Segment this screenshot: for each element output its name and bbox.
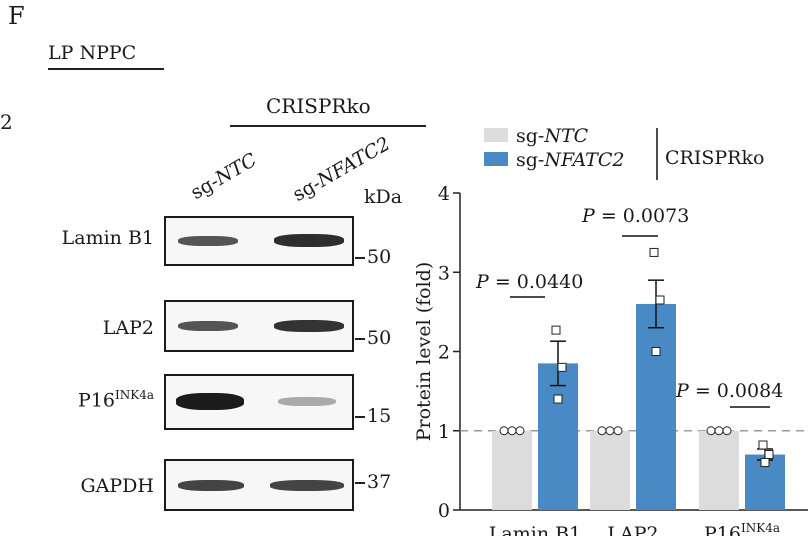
p-symbol: P [475,271,490,293]
p-value-label: P = 0.0440 [475,271,583,293]
y-tick-label: 0 [438,500,450,522]
data-point [714,426,724,436]
p-value-label: P = 0.0073 [581,205,689,227]
y-tick-label: 2 [438,342,450,364]
data-point [651,347,661,356]
blot-row-label-sup: INK4a [115,388,154,402]
kda-label: kDa [364,186,403,208]
blot-row-label-text: P16 [78,389,115,412]
data-point [557,362,567,372]
band [278,397,336,406]
data-point [551,325,561,335]
legend-label: sg-NTC [516,125,589,147]
mw-tick [355,338,365,340]
blot-p16 [164,374,354,430]
blot-group-header: CRISPRko [266,94,371,118]
blot-gapdh [164,459,354,511]
mw-tick [355,257,365,259]
x-tick-label: P16INK4a [704,521,780,536]
legend-swatch [484,128,508,142]
blot-row-label: GAPDH [80,475,155,497]
y-tick-label: 3 [438,262,450,284]
y-tick-label: 4 [438,183,450,205]
legend-label: sg-NFATC2 [516,149,624,171]
bar-sg-ntc [699,430,739,510]
data-point [706,426,716,436]
blot-row-label: Lamin B1 [61,227,154,249]
edge-character: 2 [0,110,13,134]
subtitle-underline [48,68,164,70]
band [270,480,344,491]
legend-gene: NTC [543,125,588,147]
band [274,234,344,247]
x-tick-label-sup: INK4a [741,521,780,535]
data-point [649,247,659,257]
y-tick-label: 1 [438,421,450,443]
data-point [597,426,607,436]
blot-row-label: LAP2 [102,317,154,339]
bar-sg-nfatc2 [538,363,578,510]
data-point [499,426,509,436]
blot-lamin-b1 [164,216,354,266]
band [274,320,344,332]
mw-marker: 15 [355,405,391,427]
panel-subtitle: LP NPPC [48,42,137,64]
mw-value: 50 [367,246,392,268]
data-point [613,426,623,436]
panel-letter: F [8,2,25,30]
p-value: = 0.0440 [489,271,583,293]
x-tick-label: LAP2 [607,523,658,536]
legend-prefix: sg- [516,125,544,147]
legend-group-label: CRISPRko [665,147,764,169]
mw-marker: 50 [355,246,391,268]
data-point [760,457,770,467]
band [178,236,238,246]
legend-prefix: sg- [516,149,544,171]
mw-marker: 50 [355,327,391,349]
bar-sg-ntc [492,430,532,510]
p-symbol: P [581,205,596,227]
data-point [507,426,517,436]
data-point [764,450,774,460]
data-point [758,440,768,450]
mw-marker: 37 [355,471,391,493]
mw-tick [355,416,365,418]
blot-row-label: P16INK4a [44,388,154,411]
bar-sg-ntc [590,430,630,510]
blot-group-line [230,125,426,127]
p-value-label: P = 0.0084 [675,380,783,402]
p-value: = 0.0084 [689,380,783,402]
data-point [722,426,732,436]
band [176,393,244,410]
data-point [605,426,615,436]
bar-sg-nfatc2 [636,303,676,510]
x-tick-label: Lamin B1 [489,523,581,536]
legend-swatch [484,152,508,166]
data-point [655,295,665,305]
mw-value: 15 [367,405,392,427]
p-symbol: P [675,380,690,402]
data-point [553,394,563,404]
p-value: = 0.0073 [595,205,689,227]
band [178,480,244,491]
y-axis-label: Protein level (fold) [413,262,435,442]
mw-tick [355,482,365,484]
legend-gene: NFATC2 [543,149,624,171]
data-point [515,426,525,436]
blot-lap2 [164,300,354,352]
band [178,321,238,331]
mw-value: 50 [367,327,392,349]
mw-value: 37 [367,471,392,493]
